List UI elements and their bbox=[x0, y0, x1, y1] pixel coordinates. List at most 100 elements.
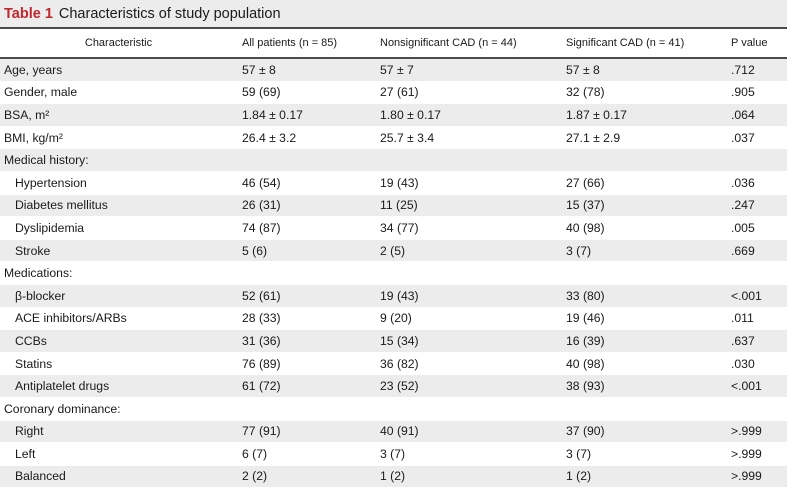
cell-nonsignificant-cad: 40 (91) bbox=[380, 420, 566, 444]
cell-significant-cad: 16 (39) bbox=[566, 329, 731, 353]
cell-p-value: .712 bbox=[731, 58, 787, 82]
cell-p-value: .036 bbox=[731, 171, 787, 195]
cell-nonsignificant-cad: 2 (5) bbox=[380, 239, 566, 263]
cell-nonsignificant-cad: 3 (7) bbox=[380, 442, 566, 466]
cell-nonsignificant-cad: 23 (52) bbox=[380, 374, 566, 398]
row-label: Dyslipidemia bbox=[0, 216, 237, 240]
row-label: Age, years bbox=[0, 58, 237, 82]
cell-nonsignificant-cad: 19 (43) bbox=[380, 284, 566, 308]
table-row: BMI, kg/m² 26.4 ± 3.2 25.7 ± 3.4 27.1 ± 2.9… bbox=[0, 126, 787, 150]
cell-nonsignificant-cad: 1.80 ± 0.17 bbox=[380, 103, 566, 127]
table-row: CCBs 31 (36) 15 (34) 16 (39) .637 bbox=[0, 329, 787, 353]
cell-all-patients: 26 (31) bbox=[237, 194, 380, 218]
cell-all-patients: 52 (61) bbox=[237, 284, 380, 308]
cell-p-value bbox=[731, 261, 787, 285]
row-label: β-blocker bbox=[0, 284, 237, 308]
cell-nonsignificant-cad bbox=[380, 261, 566, 285]
table-title: Characteristics of study population bbox=[58, 5, 281, 22]
cell-p-value: .905 bbox=[731, 81, 787, 105]
cell-nonsignificant-cad: 15 (34) bbox=[380, 329, 566, 353]
cell-nonsignificant-cad bbox=[380, 397, 566, 421]
cell-all-patients: 61 (72) bbox=[237, 374, 380, 398]
cell-all-patients bbox=[237, 261, 380, 285]
cell-significant-cad: 3 (7) bbox=[566, 239, 731, 263]
cell-significant-cad: 15 (37) bbox=[566, 194, 731, 218]
header-row: Characteristic All patients (n = 85) Non… bbox=[0, 29, 787, 59]
cell-p-value: .037 bbox=[731, 126, 787, 150]
cell-p-value: <.001 bbox=[731, 284, 787, 308]
table-row: Hypertension 46 (54) 19 (43) 27 (66) .036 bbox=[0, 171, 787, 195]
cell-nonsignificant-cad: 9 (20) bbox=[380, 307, 566, 331]
cell-significant-cad bbox=[566, 148, 731, 172]
row-label: Stroke bbox=[0, 239, 237, 263]
cell-p-value: .064 bbox=[731, 103, 787, 127]
cell-p-value: .637 bbox=[731, 329, 787, 353]
cell-all-patients: 2 (2) bbox=[237, 465, 380, 488]
cell-all-patients: 77 (91) bbox=[237, 420, 380, 444]
cell-nonsignificant-cad: 27 (61) bbox=[380, 81, 566, 105]
cell-p-value bbox=[731, 397, 787, 421]
row-label: Medical history: bbox=[0, 148, 237, 172]
cell-significant-cad: 19 (46) bbox=[566, 307, 731, 331]
header-nonsignificant-cad: Nonsignificant CAD (n = 44) bbox=[380, 29, 566, 59]
row-label: Statins bbox=[0, 352, 237, 376]
cell-nonsignificant-cad: 11 (25) bbox=[380, 194, 566, 218]
cell-p-value: >.999 bbox=[731, 420, 787, 444]
table-row: Gender, male 59 (69) 27 (61) 32 (78) .905 bbox=[0, 81, 787, 105]
cell-all-patients: 1.84 ± 0.17 bbox=[237, 103, 380, 127]
cell-all-patients: 31 (36) bbox=[237, 329, 380, 353]
header-all-patients: All patients (n = 85) bbox=[237, 29, 380, 59]
cell-all-patients: 5 (6) bbox=[237, 239, 380, 263]
row-label: Gender, male bbox=[0, 81, 237, 105]
cell-all-patients: 46 (54) bbox=[237, 171, 380, 195]
table-row: Dyslipidemia 74 (87) 34 (77) 40 (98) .005 bbox=[0, 216, 787, 240]
table-row: Diabetes mellitus 26 (31) 11 (25) 15 (37) .2… bbox=[0, 194, 787, 218]
cell-significant-cad: 40 (98) bbox=[566, 352, 731, 376]
table-row: β-blocker 52 (61) 19 (43) 33 (80) <.001 bbox=[0, 284, 787, 308]
table-row: BSA, m² 1.84 ± 0.17 1.80 ± 0.17 1.87 ± 0.17… bbox=[0, 103, 787, 127]
cell-p-value: >.999 bbox=[731, 465, 787, 488]
row-label: Hypertension bbox=[0, 171, 237, 195]
table-row: Statins 76 (89) 36 (82) 40 (98) .030 bbox=[0, 352, 787, 376]
cell-all-patients: 57 ± 8 bbox=[237, 58, 380, 82]
cell-p-value bbox=[731, 148, 787, 172]
header-characteristic: Characteristic bbox=[0, 29, 237, 59]
header-p-value: P value bbox=[731, 29, 787, 59]
table-row: Coronary dominance: bbox=[0, 397, 787, 421]
cell-all-patients: 6 (7) bbox=[237, 442, 380, 466]
cell-all-patients: 26.4 ± 3.2 bbox=[237, 126, 380, 150]
cell-p-value: .669 bbox=[731, 239, 787, 263]
table-row: ACE inhibitors/ARBs 28 (33) 9 (20) 19 (46).… bbox=[0, 307, 787, 331]
table-row: Left 6 (7) 3 (7) 3 (7) >.999 bbox=[0, 442, 787, 466]
row-label: Diabetes mellitus bbox=[0, 194, 237, 218]
cell-nonsignificant-cad: 1 (2) bbox=[380, 465, 566, 488]
cell-significant-cad: 3 (7) bbox=[566, 442, 731, 466]
cell-nonsignificant-cad: 25.7 ± 3.4 bbox=[380, 126, 566, 150]
cell-p-value: .011 bbox=[731, 307, 787, 331]
cell-p-value: .030 bbox=[731, 352, 787, 376]
cell-significant-cad: 37 (90) bbox=[566, 420, 731, 444]
cell-significant-cad: 40 (98) bbox=[566, 216, 731, 240]
table-row: Antiplatelet drugs 61 (72) 23 (52) 38 (93) <… bbox=[0, 374, 787, 398]
cell-nonsignificant-cad: 34 (77) bbox=[380, 216, 566, 240]
cell-all-patients: 59 (69) bbox=[237, 81, 380, 105]
cell-nonsignificant-cad bbox=[380, 148, 566, 172]
cell-all-patients: 28 (33) bbox=[237, 307, 380, 331]
cell-significant-cad: 1.87 ± 0.17 bbox=[566, 103, 731, 127]
row-label: ACE inhibitors/ARBs bbox=[0, 307, 237, 331]
cell-significant-cad bbox=[566, 261, 731, 285]
cell-significant-cad: 27 (66) bbox=[566, 171, 731, 195]
cell-p-value: <.001 bbox=[731, 374, 787, 398]
cell-significant-cad: 27.1 ± 2.9 bbox=[566, 126, 731, 150]
row-label: Medications: bbox=[0, 261, 237, 285]
cell-all-patients bbox=[237, 397, 380, 421]
cell-significant-cad bbox=[566, 397, 731, 421]
cell-significant-cad: 32 (78) bbox=[566, 81, 731, 105]
cell-p-value: .005 bbox=[731, 216, 787, 240]
study-population-table: Characteristic All patients (n = 85) Non… bbox=[0, 29, 787, 488]
cell-all-patients: 76 (89) bbox=[237, 352, 380, 376]
table-row: Medical history: bbox=[0, 148, 787, 172]
table-caption: Table 1 Characteristics of study populat… bbox=[0, 0, 787, 29]
cell-nonsignificant-cad: 36 (82) bbox=[380, 352, 566, 376]
cell-nonsignificant-cad: 19 (43) bbox=[380, 171, 566, 195]
